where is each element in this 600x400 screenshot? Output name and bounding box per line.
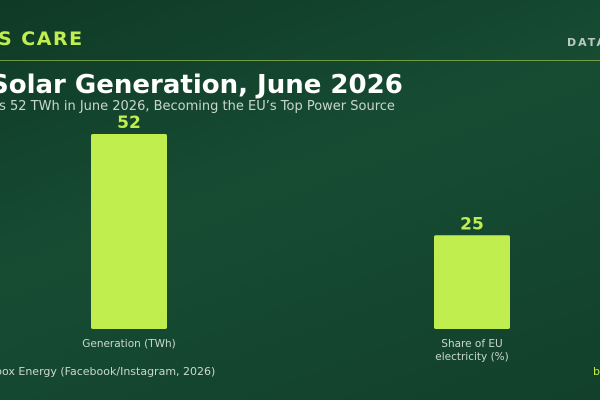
credit-text: b xyxy=(593,365,600,378)
value-label-2: 25 xyxy=(460,214,484,234)
bar-2 xyxy=(434,235,510,329)
section-tag: DATA xyxy=(567,36,600,49)
bar-1 xyxy=(91,134,167,329)
value-label-1: 52 xyxy=(117,113,141,133)
page-subtitle: ts 52 TWh in June 2026, Becoming the EU’… xyxy=(0,99,395,114)
header-divider xyxy=(0,60,600,61)
brand-name: S CARE xyxy=(0,28,84,50)
source-note: box Energy (Facebook/Instagram, 2026) xyxy=(0,365,216,378)
category-label-1: Generation (TWh) xyxy=(82,338,176,350)
page-title: Solar Generation, June 2026 xyxy=(0,70,403,100)
category-label-2: electricity (%) xyxy=(435,351,509,363)
category-label-2: Share of EU xyxy=(441,338,502,350)
